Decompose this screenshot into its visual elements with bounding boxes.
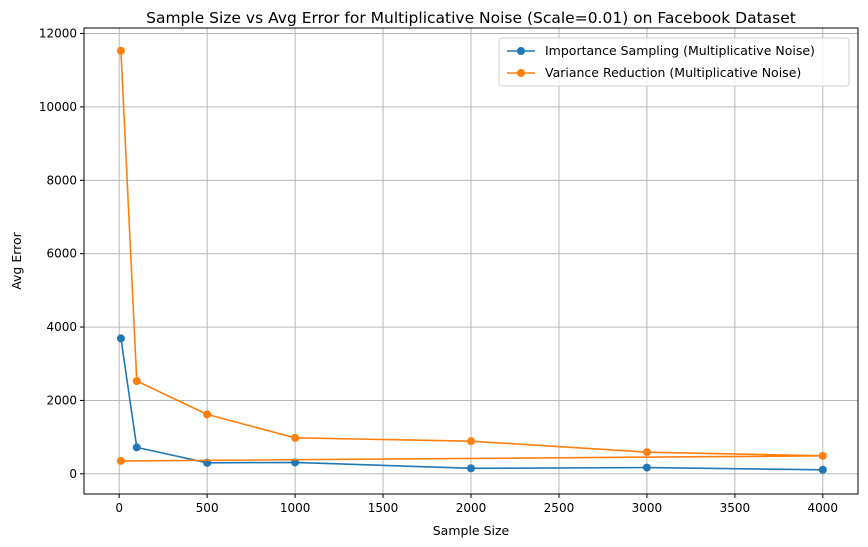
y-tick-label: 0 [69,467,77,481]
series-group [116,46,827,474]
x-tick-label: 1500 [368,501,399,515]
y-tick-label: 6000 [46,247,77,261]
x-tick-label: 0 [115,501,123,515]
x-tick-label: 2000 [456,501,487,515]
series-1 [116,334,827,474]
x-tick-label: 3500 [720,501,751,515]
x-tick-label: 3000 [632,501,663,515]
series-2 [116,46,827,465]
y-tick-label: 12000 [39,27,77,41]
x-tick-label: 1000 [280,501,311,515]
data-point [116,456,125,465]
data-point [116,334,125,343]
x-axis-label: Sample Size [433,523,510,538]
x-tick-label: 500 [196,501,219,515]
x-axis: 0 500 1000 1500 2000 2500 3000 3500 4000 [115,494,838,515]
y-tick-label: 8000 [46,173,77,187]
data-point [818,465,827,474]
legend-item: Importance Sampling (Multiplicative Nois… [507,43,815,58]
data-point [203,410,212,419]
y-axis: 0 2000 4000 6000 8000 10000 12000 [39,27,84,481]
data-point [642,448,651,457]
y-tick-label: 2000 [46,393,77,407]
y-tick-label: 4000 [46,320,77,334]
legend-label: Importance Sampling (Multiplicative Nois… [545,43,815,58]
grid-lines [84,28,858,494]
series-line-2 [120,50,824,462]
legend: Importance Sampling (Multiplicative Nois… [498,37,850,87]
data-point [467,464,475,473]
data-point [818,451,827,460]
data-point [116,46,125,55]
data-point [132,376,141,385]
y-axis-label: Avg Error [9,231,24,289]
chart-title: Sample Size vs Avg Error for Multiplicat… [146,9,796,27]
data-point [467,437,475,446]
data-point [642,463,651,472]
legend-swatch-marker [517,69,525,77]
legend-label: Variance Reduction (Multiplicative Noise… [545,65,801,80]
legend-box [498,37,850,87]
legend-item: Variance Reduction (Multiplicative Noise… [507,65,801,80]
x-tick-label: 4000 [808,501,839,515]
data-point [132,443,141,452]
x-tick-label: 2500 [544,501,575,515]
data-point [291,433,300,442]
y-tick-label: 10000 [39,100,77,114]
legend-swatch-marker [517,47,525,55]
